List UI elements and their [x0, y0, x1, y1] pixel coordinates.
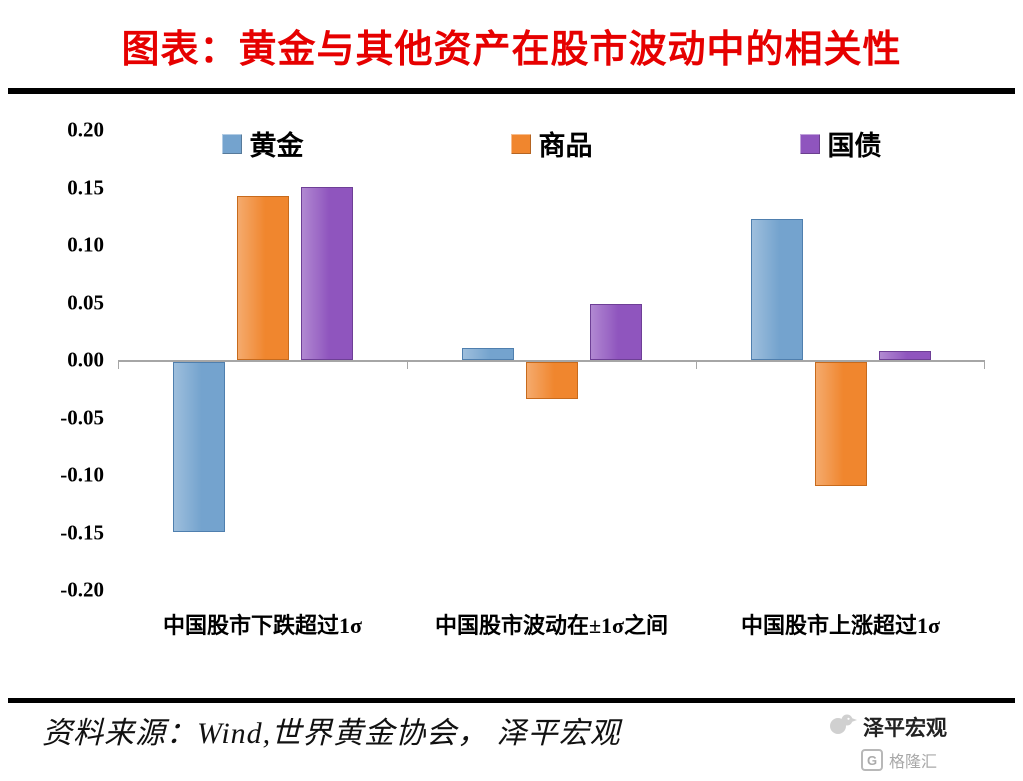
- x-axis-tick: [984, 360, 985, 369]
- bar-series1-group2: [815, 362, 867, 486]
- y-tick-label: 0.15: [67, 175, 104, 199]
- watermark-logo2-text: 格隆汇: [889, 754, 938, 771]
- legend-swatch-icon: [221, 133, 242, 154]
- x-axis-labels: 中国股市下跌超过1σ 中国股市波动在±1σ之间 中国股市上涨超过1σ: [118, 608, 985, 640]
- x-category-label-1: 中国股市波动在±1σ之间: [434, 613, 669, 638]
- x-axis-tick: [118, 360, 119, 369]
- bar-group-1: [407, 130, 696, 590]
- legend-label: 国债: [827, 131, 882, 161]
- chart-title: 图表：黄金与其他资产在股市波动中的相关性: [121, 29, 902, 71]
- y-tick-label: -0.15: [60, 520, 104, 544]
- legend-item-2: 国债: [799, 124, 882, 163]
- legend-swatch-icon: [799, 133, 820, 154]
- legend: 黄金 商品 国债: [118, 124, 985, 163]
- source-text: 资料来源：Wind,世界黄金协会， 泽平宏观: [42, 717, 621, 750]
- bar-series2-group0: [301, 187, 353, 360]
- watermark-brand-row: 泽平宏观: [827, 712, 997, 742]
- legend-item-0: 黄金: [221, 124, 304, 163]
- bottom-divider: [8, 698, 1015, 703]
- watermark-logo2-row: G 格隆汇: [827, 748, 997, 772]
- x-category-label-2: 中国股市上涨超过1σ: [741, 613, 940, 638]
- y-tick-label: 0.05: [67, 290, 104, 314]
- y-tick-label: -0.20: [60, 577, 104, 602]
- gelonghui-logo-icon: G: [861, 749, 883, 771]
- y-tick-label: -0.10: [60, 462, 104, 487]
- x-category-label-0: 中国股市下跌超过1σ: [163, 613, 362, 638]
- y-tick-label: 0.00: [67, 347, 104, 372]
- plot-area: [118, 130, 985, 590]
- chart: 黄金 商品 国债 0.20 0.15 0.10 0.05 0.00 -0.05 -0.10 -0.…: [0, 110, 1023, 670]
- bar-series0-group1: [462, 348, 514, 360]
- zero-axis-line: [118, 360, 985, 362]
- y-axis: 0.20 0.15 0.10 0.05 0.00 -0.05 -0.10 -0.15 -0.20: [0, 118, 104, 602]
- bar-series0-group0: [173, 362, 225, 532]
- bar-series1-group0: [237, 196, 289, 360]
- y-tick-label: 0.10: [67, 232, 104, 257]
- x-axis-tick: [696, 360, 697, 369]
- bar-group-0: [118, 130, 407, 590]
- legend-label: 商品: [538, 131, 593, 161]
- bar-series0-group2: [751, 219, 803, 360]
- legend-label: 黄金: [249, 131, 304, 161]
- x-axis-tick: [407, 360, 408, 369]
- bird-logo-icon: [827, 712, 857, 742]
- y-tick-label: -0.05: [60, 405, 104, 429]
- legend-item-1: 商品: [510, 124, 593, 163]
- bar-series1-group1: [526, 362, 578, 399]
- bar-group-2: [696, 130, 985, 590]
- bar-series2-group2: [879, 351, 931, 360]
- bar-series2-group1: [590, 304, 642, 360]
- top-divider: [8, 88, 1015, 94]
- watermark: 泽平宏观 G 格隆汇: [827, 712, 997, 772]
- legend-swatch-icon: [510, 133, 531, 154]
- y-tick-label: 0.20: [67, 117, 104, 142]
- watermark-brand-text: 泽平宏观: [863, 717, 947, 740]
